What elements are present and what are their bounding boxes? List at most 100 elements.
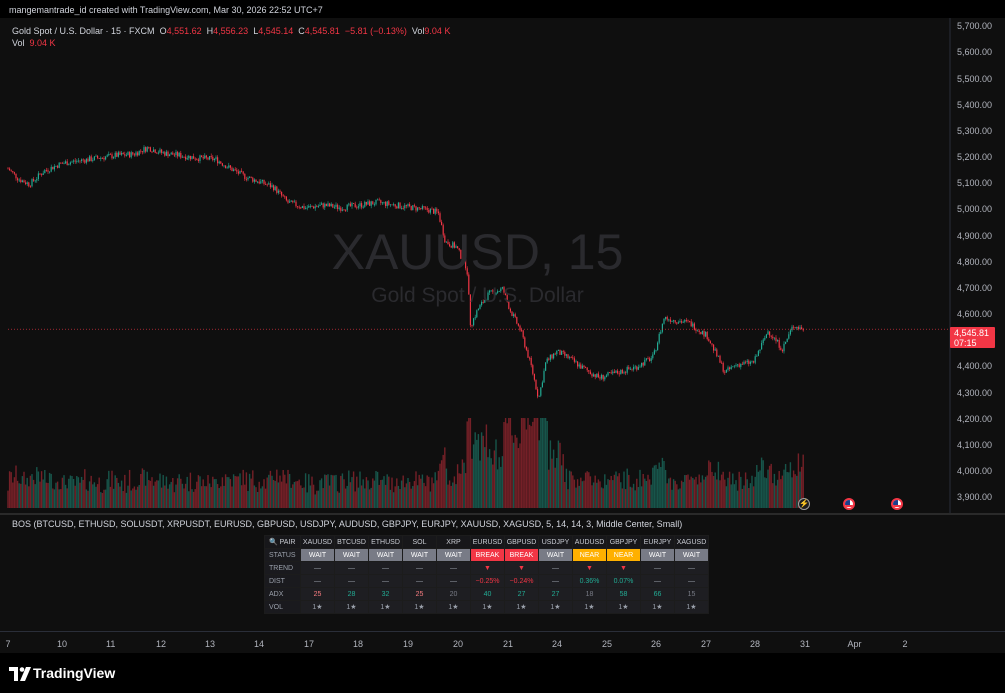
candle-body: [562, 351, 564, 352]
volume-bar: [164, 485, 166, 508]
volume-bar: [316, 490, 318, 508]
price-axis-label: 4,800.00: [957, 256, 993, 267]
volume-bar: [88, 481, 91, 508]
candle-body: [549, 354, 551, 360]
candle-body: [148, 147, 150, 148]
candle-body: [281, 191, 283, 196]
lightning-icon[interactable]: ⚡: [798, 498, 810, 510]
volume-bar: [690, 476, 692, 508]
candle-body: [580, 364, 582, 369]
volume-bar: [736, 490, 739, 508]
candle-body: [794, 327, 796, 329]
us-flag-icon[interactable]: [843, 498, 855, 510]
volume-bar: [722, 471, 724, 508]
volume-bar: [55, 482, 57, 508]
volume-bar: [765, 478, 768, 508]
status-cell: WAIT: [368, 548, 403, 562]
status-cell: BREAK: [470, 548, 505, 562]
volume-bar: [469, 418, 472, 508]
candle-body: [428, 210, 430, 213]
volume-bar: [453, 476, 456, 508]
volume-bar: [181, 483, 184, 508]
candle-body: [466, 268, 468, 275]
series-legend[interactable]: Gold Spot / U.S. Dollar · 15 · FXCM O4,5…: [12, 25, 450, 49]
volume-bar: [101, 492, 104, 508]
volume-bar: [279, 475, 281, 508]
dist-cell: −0.24%: [504, 574, 539, 588]
time-axis-label: 24: [552, 639, 563, 649]
volume-bar: [640, 486, 643, 508]
candle-body: [493, 291, 495, 295]
volume-study-label[interactable]: Vol: [12, 38, 25, 48]
tradingview-logo-icon[interactable]: [9, 667, 31, 681]
candle-body: [660, 331, 662, 334]
candle-body: [193, 156, 195, 159]
volume-bar: [759, 470, 761, 508]
candle-body: [28, 182, 30, 187]
indicator-title[interactable]: BOS (BTCUSD, ETHUSD, SOLUSDT, XRPUSDT, E…: [12, 519, 683, 529]
candle-body: [537, 389, 539, 397]
adx-cell: 25: [300, 587, 335, 601]
candle-body: [457, 246, 459, 249]
pane-separator[interactable]: [0, 513, 1005, 515]
status-cell: WAIT: [334, 548, 369, 562]
candle-body: [567, 354, 569, 358]
candle-body: [788, 334, 790, 339]
candle-body: [7, 168, 9, 170]
volume-bar: [271, 475, 273, 508]
candle-body: [18, 179, 20, 181]
volume-bar: [762, 460, 764, 508]
legend-symbol[interactable]: Gold Spot / U.S. Dollar · 15 · FXCM: [12, 26, 155, 36]
volume-bar: [495, 439, 497, 508]
candle-body: [421, 206, 423, 209]
volume-bar: [218, 488, 220, 508]
volume-bar: [724, 479, 726, 508]
candle-body: [801, 327, 803, 330]
adx-row-label: ADX: [264, 587, 301, 601]
candle-body: [434, 208, 436, 214]
time-axis[interactable]: 7 10 11 12 13 14 17 18 19 20 21 24 25 26 27 28 31 Apr 2: [0, 631, 1005, 653]
candle-body: [138, 150, 140, 156]
candle-body: [738, 364, 740, 367]
legend-volume-row[interactable]: Vol 9.04 K: [12, 37, 450, 49]
price-chart-canvas[interactable]: [0, 18, 1005, 515]
candle-body: [114, 152, 116, 158]
volume-bar: [660, 467, 662, 508]
candle-body: [445, 241, 447, 243]
volume-bar: [706, 475, 708, 508]
volume-bar: [346, 485, 348, 508]
tradingview-brand[interactable]: TradingView: [33, 665, 116, 681]
volume-bar: [364, 488, 366, 508]
volume-bar: [796, 475, 798, 508]
footer: TradingView: [0, 653, 1005, 693]
candle-body: [765, 334, 767, 339]
volume-bar: [639, 469, 641, 508]
volume-bar: [276, 469, 278, 508]
candle-body: [169, 154, 171, 157]
candle-body: [727, 367, 729, 371]
candle-body: [740, 363, 742, 367]
candle-body: [575, 361, 577, 363]
volume-bar: [156, 480, 158, 508]
main-chart-pane[interactable]: XAUUSD, 15 Gold Spot / U.S. Dollar Gold …: [0, 18, 1005, 515]
candle-body: [258, 181, 260, 184]
candle-body: [394, 204, 396, 207]
volume-bar: [431, 477, 433, 508]
volume-bar: [432, 483, 435, 508]
volume-bar: [122, 491, 124, 508]
candle-body: [530, 357, 532, 366]
candle-body: [561, 351, 563, 355]
candle-body: [301, 206, 303, 209]
candle-body: [453, 242, 455, 248]
volume-bar: [253, 485, 256, 508]
candles: [7, 145, 804, 399]
volume-bar: [212, 476, 214, 508]
volume-bar: [12, 482, 14, 508]
indicator-pane[interactable]: BOS (BTCUSD, ETHUSD, SOLUSDT, XRPUSDT, E…: [0, 515, 1005, 631]
us-flag-icon[interactable]: [891, 498, 903, 510]
volume-bar: [175, 484, 177, 508]
volume-bar: [528, 424, 531, 508]
time-axis-label: 31: [800, 639, 811, 649]
candle-body: [513, 314, 515, 316]
dist-cell: 0.36%: [572, 574, 607, 588]
